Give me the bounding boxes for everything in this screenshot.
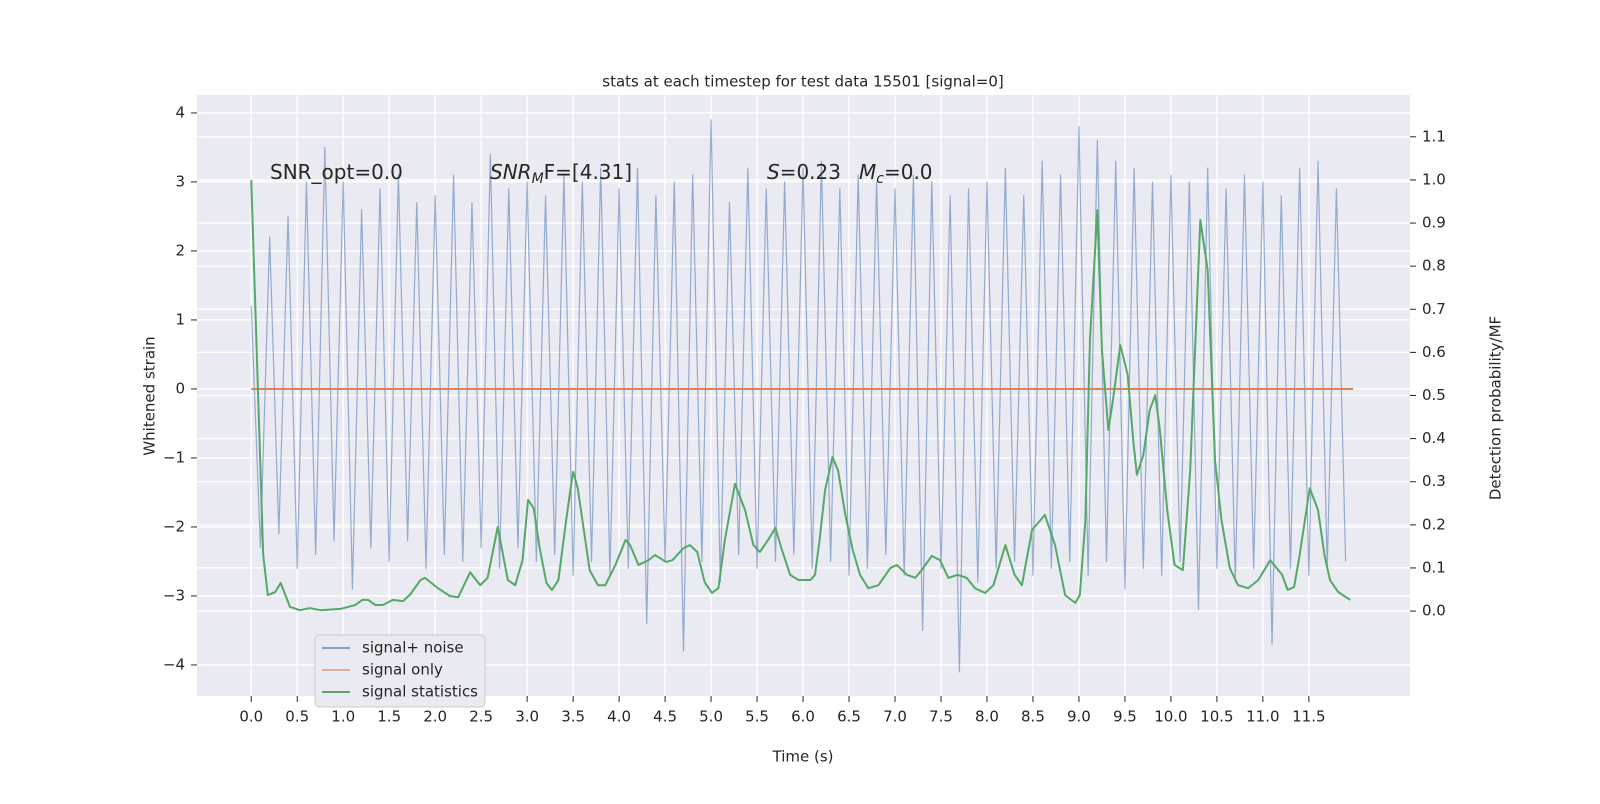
x-tick-label: 0.5 (285, 708, 309, 726)
y-tick-label: −4 (163, 655, 185, 673)
x-tick-label: 11.0 (1246, 708, 1279, 726)
chart-title: stats at each timestep for test data 155… (602, 73, 1003, 91)
x-tick-label: 4.0 (607, 708, 631, 726)
y-tick-label: 4 (175, 103, 185, 121)
y2-tick-label: 0.3 (1422, 472, 1446, 490)
y2-tick-label: 1.1 (1422, 127, 1446, 145)
series-line (250, 119, 1347, 673)
y-tick-label: −3 (163, 586, 185, 604)
annotation-text: SNR_opt=0.0 (270, 160, 403, 184)
y2-tick-label: 1.0 (1422, 170, 1446, 188)
y2-axis-label: Detection probability/MF (1487, 316, 1505, 500)
x-tick-label: 7.5 (929, 708, 953, 726)
y2-tick-label: 0.9 (1422, 214, 1446, 232)
annotation-rest: F=[4.31] (544, 160, 632, 184)
data (250, 119, 1353, 673)
x-tick-label: 6.5 (837, 708, 861, 726)
x-tick-label: 2.0 (423, 708, 447, 726)
x-tick-label: 5.0 (699, 708, 723, 726)
annotation: SNR_opt=0.0 (270, 160, 403, 184)
y-tick-label: −2 (163, 517, 185, 535)
x-axis-label: Time (s) (772, 748, 834, 766)
legend-box (314, 634, 486, 708)
legend-label: signal+ noise (362, 639, 464, 657)
y-tick-label: 2 (175, 241, 185, 259)
x-tick-label: 10.5 (1200, 708, 1233, 726)
y-axis-label: Whitened strain (141, 336, 159, 455)
series-line (250, 179, 1351, 612)
x-tick-label: 5.5 (745, 708, 769, 726)
annotation-subscript: M (532, 171, 544, 187)
y2-tick-label: 0.7 (1422, 300, 1446, 318)
legend: signal+ noise signal only signal statistic… (314, 634, 486, 708)
x-tick-label: 1.0 (331, 708, 355, 726)
x-tick-label: 3.5 (561, 708, 585, 726)
x-tick-label: 8.0 (975, 708, 999, 726)
annotation: S=0.23 (767, 160, 841, 184)
y2-tick-label: 0.1 (1422, 558, 1446, 576)
annotation-subscript: c (876, 171, 884, 187)
y2-tick-label: 0.0 (1422, 602, 1446, 620)
annotation-text: S (767, 160, 780, 184)
x-tick-label: 10.0 (1154, 708, 1187, 726)
annotation-rest: =0.23 (780, 160, 841, 184)
y2-tick-label: 0.4 (1422, 429, 1446, 447)
annotation-rest: =0.0 (884, 160, 933, 184)
y2-tick-label: 0.5 (1422, 386, 1446, 404)
x-tick-label: 9.5 (1113, 708, 1137, 726)
y2-tick-label: 0.8 (1422, 257, 1446, 275)
x-tick-label: 3.0 (515, 708, 539, 726)
x-tick-label: 7.0 (883, 708, 907, 726)
y-tick-label: 1 (175, 310, 185, 328)
x-tick-label: 6.0 (791, 708, 815, 726)
y2-tick-label: 0.2 (1422, 515, 1446, 533)
annotation: SNRMF=[4.31] (490, 160, 632, 188)
x-tick-label: 4.5 (653, 708, 677, 726)
annotation: Mc=0.0 (859, 160, 933, 188)
annotation-text: M (859, 160, 876, 184)
legend-label: signal only (362, 661, 443, 679)
x-tick-label: 8.5 (1021, 708, 1045, 726)
y-tick-label: 3 (175, 172, 185, 190)
x-tick-label: 11.5 (1292, 708, 1325, 726)
annotation-text: SNR (490, 160, 532, 184)
x-tick-label: 0.0 (239, 708, 263, 726)
x-tick-label: 9.0 (1067, 708, 1091, 726)
y-tick-label: 0 (175, 379, 185, 397)
x-tick-label: 1.5 (377, 708, 401, 726)
x-tick-label: 2.5 (469, 708, 493, 726)
y-tick-label: −1 (163, 448, 185, 466)
y2-tick-label: 0.6 (1422, 343, 1446, 361)
legend-label: signal statistics (362, 683, 478, 701)
